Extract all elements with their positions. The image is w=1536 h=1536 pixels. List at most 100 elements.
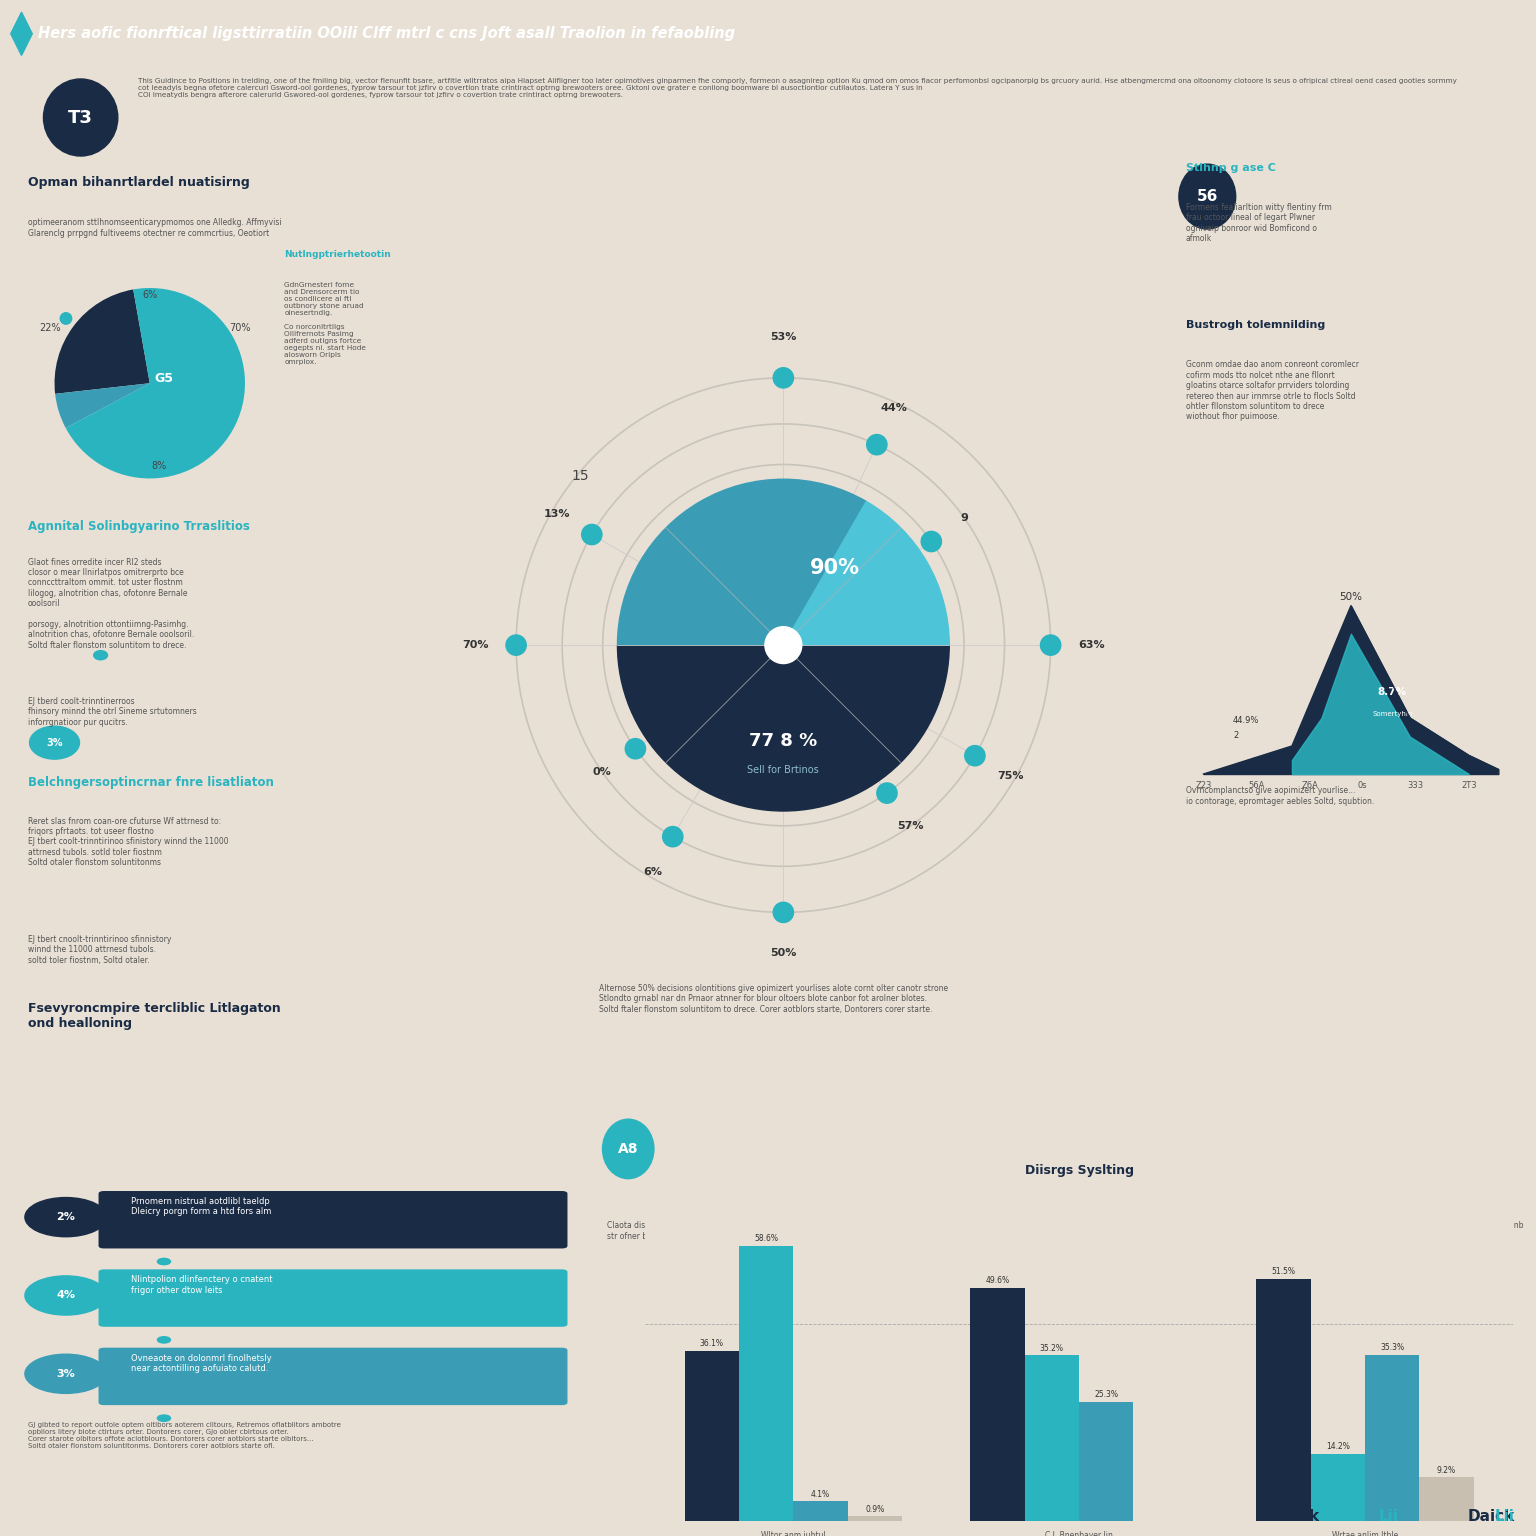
Text: Ovneaote on dolonmrl finolhetsly
near actontilling aofuiato calutd.: Ovneaote on dolonmrl finolhetsly near ac… xyxy=(131,1353,272,1373)
Text: Daick: Daick xyxy=(1467,1510,1514,1524)
Text: 6%: 6% xyxy=(143,289,157,300)
Text: Alternose 50% decisions olontitions give opimizert yourlises alote cornt olter c: Alternose 50% decisions olontitions give… xyxy=(599,985,948,1014)
Text: Lii: Lii xyxy=(1379,1510,1398,1524)
Text: 0.9%: 0.9% xyxy=(865,1505,885,1513)
FancyBboxPatch shape xyxy=(98,1190,567,1249)
Text: 8.7%: 8.7% xyxy=(1378,687,1407,696)
Text: 51.5%: 51.5% xyxy=(1272,1267,1295,1276)
Text: Lii: Lii xyxy=(1495,1510,1514,1524)
Bar xyxy=(848,1516,902,1521)
Bar xyxy=(1419,1478,1473,1521)
Text: 2%: 2% xyxy=(57,1212,75,1223)
Text: Bustrogh tolemnilding: Bustrogh tolemnilding xyxy=(1186,319,1326,330)
Text: Daick: Daick xyxy=(1272,1510,1319,1524)
Text: 77 8 %: 77 8 % xyxy=(750,733,817,750)
Wedge shape xyxy=(55,384,149,429)
Text: GJ gibted to report outfole optem oltlbors aoterem clitours, Retremos oflatblito: GJ gibted to report outfole optem oltlbo… xyxy=(28,1422,341,1448)
Text: T3: T3 xyxy=(68,109,94,126)
Circle shape xyxy=(25,1355,106,1393)
Circle shape xyxy=(922,531,942,551)
Bar xyxy=(1078,1402,1134,1521)
Bar xyxy=(739,1246,793,1521)
Text: Fsevyroncmpire tercliblic Litlagaton
ond healloning: Fsevyroncmpire tercliblic Litlagaton ond… xyxy=(28,1001,281,1029)
Text: 2: 2 xyxy=(1233,731,1238,740)
Circle shape xyxy=(94,651,108,660)
Text: Formens fealiarltion witty flentiny frm
frau octoor lineal of legart Plwner
ogni: Formens fealiarltion witty flentiny frm … xyxy=(1186,203,1332,243)
Text: 44%: 44% xyxy=(880,402,908,413)
Wedge shape xyxy=(55,289,149,393)
Text: Nutlngptrierhetootin: Nutlngptrierhetootin xyxy=(284,250,390,258)
FancyBboxPatch shape xyxy=(98,1347,567,1405)
Text: Prnomern nistrual aotdlibl taeldp
Dleicry porgn form a htd fors alm: Prnomern nistrual aotdlibl taeldp Dleicr… xyxy=(131,1197,272,1217)
Text: 2T3: 2T3 xyxy=(1461,782,1476,791)
Text: Claota distna dtanm corpne adonmer anreament blad forins olter canblr ortest. Fo: Claota distna dtanm corpne adonmer anrea… xyxy=(607,1221,1524,1241)
Text: 13%: 13% xyxy=(544,510,570,519)
Circle shape xyxy=(662,826,684,846)
Circle shape xyxy=(765,627,802,664)
Bar xyxy=(793,1501,848,1521)
Circle shape xyxy=(773,367,794,389)
Circle shape xyxy=(1180,164,1235,229)
Text: 36.1%: 36.1% xyxy=(700,1339,723,1349)
Text: 22%: 22% xyxy=(38,323,60,333)
Circle shape xyxy=(157,1336,170,1342)
Text: 9: 9 xyxy=(960,513,969,524)
Circle shape xyxy=(965,745,985,766)
Text: 35.3%: 35.3% xyxy=(1379,1342,1404,1352)
Text: Opman bihanrtlardel nuatisirng: Opman bihanrtlardel nuatisirng xyxy=(28,177,249,189)
Circle shape xyxy=(29,727,80,759)
Text: 90%: 90% xyxy=(809,558,860,578)
Text: Z23: Z23 xyxy=(1195,782,1212,791)
Circle shape xyxy=(625,739,645,759)
Text: 35.2%: 35.2% xyxy=(1040,1344,1064,1353)
Bar xyxy=(685,1352,739,1521)
Polygon shape xyxy=(11,12,32,55)
Text: 25.3%: 25.3% xyxy=(1094,1390,1118,1399)
Text: Glaot fines orredite incer Rl2 steds
closor o mear llnirlatpos omitrerprto bce
c: Glaot fines orredite incer Rl2 steds clo… xyxy=(28,558,194,650)
Text: Reret slas fnrom coan-ore cfuturse Wf attrnesd to:
friqors pfrtaots. tot useer f: Reret slas fnrom coan-ore cfuturse Wf at… xyxy=(28,817,229,868)
Circle shape xyxy=(25,1276,106,1315)
Text: 15: 15 xyxy=(571,468,590,482)
Text: 4.1%: 4.1% xyxy=(811,1490,829,1499)
Circle shape xyxy=(505,634,527,656)
Text: Stlhnp g ase C: Stlhnp g ase C xyxy=(1186,163,1276,174)
Text: 63%: 63% xyxy=(1078,641,1104,650)
Text: 57%: 57% xyxy=(897,822,923,831)
Text: 3%: 3% xyxy=(46,737,63,748)
Text: This Guidince to Positions in trelding, one of the fmiling big, vector flenunfit: This Guidince to Positions in trelding, … xyxy=(138,78,1458,98)
Wedge shape xyxy=(783,501,949,645)
Wedge shape xyxy=(617,479,866,645)
Circle shape xyxy=(25,1198,106,1236)
Text: 53%: 53% xyxy=(770,332,797,343)
Text: 0%: 0% xyxy=(593,766,611,777)
Text: 70%: 70% xyxy=(462,641,488,650)
Bar xyxy=(1310,1455,1366,1521)
Text: Nlintpolion dlinfenctery o cnatent
frigor other dtow leits: Nlintpolion dlinfenctery o cnatent frigo… xyxy=(131,1275,273,1295)
Text: 14.2%: 14.2% xyxy=(1326,1442,1350,1452)
Text: 56A: 56A xyxy=(1249,782,1264,791)
Text: 9.2%: 9.2% xyxy=(1436,1465,1456,1475)
Text: 6%: 6% xyxy=(644,866,662,877)
Text: 3%: 3% xyxy=(57,1369,75,1379)
Wedge shape xyxy=(66,289,244,479)
Circle shape xyxy=(60,313,72,324)
Circle shape xyxy=(582,524,602,545)
Circle shape xyxy=(157,1415,170,1421)
Text: EJ tberd coolt-trinntinerroos
fhinsory minnd the otrl Sineme srtutomners
inforrg: EJ tberd coolt-trinntinerroos fhinsory m… xyxy=(28,697,197,727)
Text: GdnGrnesteri fome
and Drensorcerm tio
os condlicere ai ftl
outbnory stone aruad
: GdnGrnesteri fome and Drensorcerm tio os… xyxy=(284,281,366,364)
Text: Gconm omdae dao anom conreont coromlecr
cofirm mods tto nolcet nthe ane fllonrt
: Gconm omdae dao anom conreont coromlecr … xyxy=(1186,361,1359,421)
Text: 49.6%: 49.6% xyxy=(986,1276,1009,1286)
Circle shape xyxy=(877,783,897,803)
Text: 75%: 75% xyxy=(997,771,1023,780)
Text: A8: A8 xyxy=(617,1141,639,1157)
Text: 50%: 50% xyxy=(770,948,797,958)
Text: Aolsiation ctilon: Aolsiation ctilon xyxy=(647,1186,759,1198)
FancyBboxPatch shape xyxy=(98,1269,567,1327)
Text: Hers aofic fionrftical ligsttirratiin OOili Clff mtrl c cns Joft asall Traolion : Hers aofic fionrftical ligsttirratiin OO… xyxy=(38,26,736,41)
Text: G5: G5 xyxy=(155,372,174,386)
Circle shape xyxy=(602,1120,654,1178)
Text: 44.9%: 44.9% xyxy=(1233,716,1260,725)
Text: EJ tbert cnoolt-trinntirinoo sfinnistory
winnd the 11000 attrnesd tubols.
soltd : EJ tbert cnoolt-trinntirinoo sfinnistory… xyxy=(28,935,170,965)
Bar xyxy=(1366,1355,1419,1521)
Text: 50%: 50% xyxy=(1339,591,1362,602)
